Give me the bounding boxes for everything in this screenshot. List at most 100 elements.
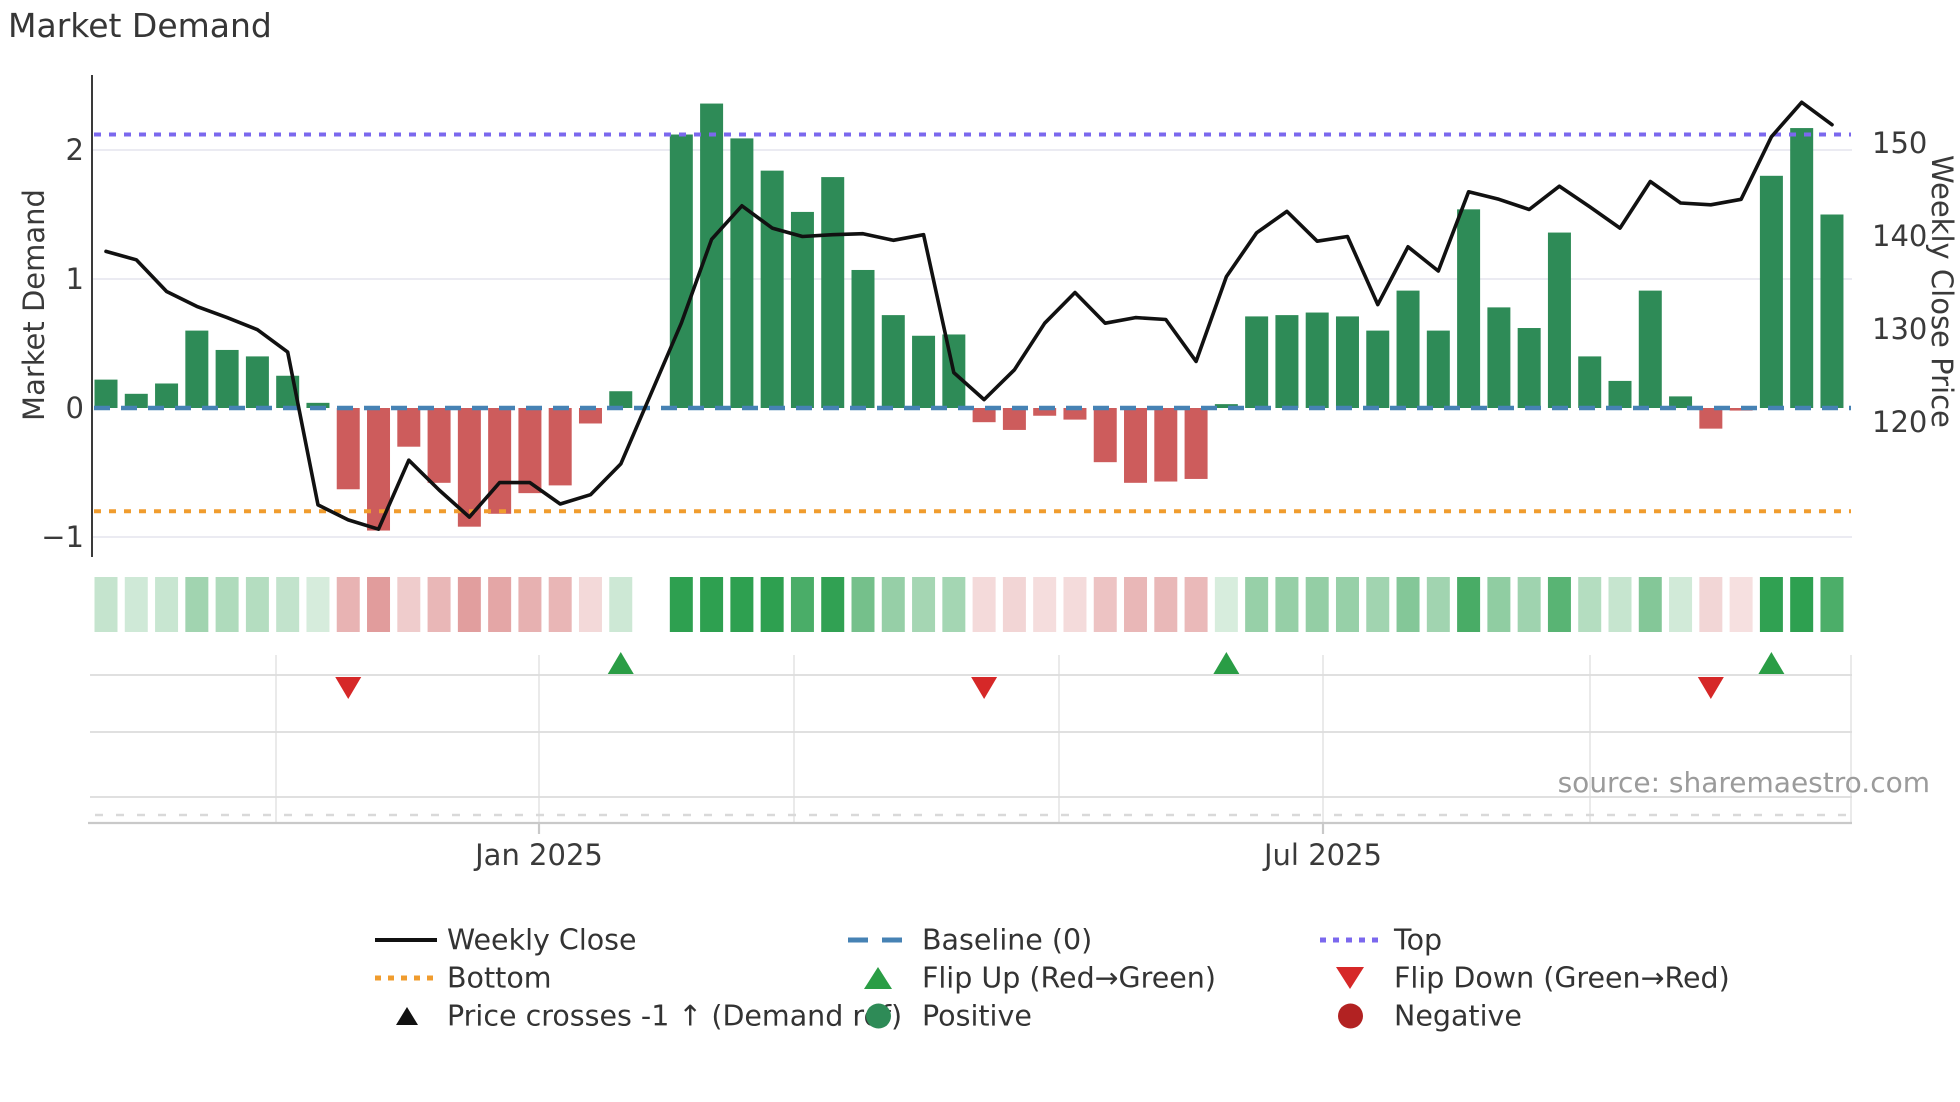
legend-weekly-close-swatch — [375, 938, 437, 942]
demand-bar — [427, 408, 451, 483]
heatmap-cell — [427, 577, 451, 632]
demand-bar — [1426, 330, 1450, 408]
heatmap-cell — [1547, 577, 1571, 632]
heatmap-cell — [1002, 577, 1026, 632]
demand-bar — [1214, 404, 1238, 408]
demand-bar — [851, 269, 875, 408]
heatmap-cell — [1759, 577, 1783, 632]
heatmap-cell — [245, 577, 269, 632]
demand-bar — [1033, 408, 1057, 416]
demand-bar — [1093, 408, 1117, 463]
legend-flip-down-label: Flip Down (Green→Red) — [1394, 961, 1730, 995]
legend-price-crosses-label: Price crosses -1 ↑ (Demand ref) — [447, 999, 903, 1033]
demand-bar — [1517, 328, 1541, 408]
heatmap-cell — [1517, 577, 1541, 632]
demand-bar — [1759, 175, 1783, 408]
demand-bar — [1699, 408, 1723, 429]
weekly-close-line — [104, 100, 1834, 531]
heatmap-cell — [1578, 577, 1602, 632]
heatmap-cell — [124, 577, 148, 632]
demand-bar — [548, 408, 572, 486]
demand-bar — [1366, 330, 1390, 408]
demand-bar — [730, 138, 754, 408]
heatmap-cell — [1669, 577, 1693, 632]
price-tick-140: 140 — [1872, 219, 1928, 253]
demand-bar — [1608, 380, 1632, 408]
demand-tick-2: 2 — [65, 133, 84, 167]
heatmap-cell — [185, 577, 209, 632]
demand-bar — [245, 356, 269, 408]
heatmap-cell — [1184, 577, 1208, 632]
demand-bar — [1154, 408, 1178, 482]
demand-bar — [336, 408, 360, 490]
demand-bar — [790, 211, 814, 408]
legend-positive-icon — [866, 1003, 891, 1029]
heatmap-cell — [155, 577, 179, 632]
demand-bar — [1790, 128, 1814, 408]
demand-bar — [367, 408, 391, 531]
heatmap-cell — [1396, 577, 1420, 632]
demand-bar — [1002, 408, 1026, 430]
demand-bar — [609, 391, 633, 408]
heatmap-cell — [821, 577, 845, 632]
demand-bar — [881, 315, 905, 408]
demand-bar — [306, 402, 330, 408]
flip-down-marker — [1697, 677, 1724, 699]
legend-top-label: Top — [1394, 923, 1443, 957]
price-tick-130: 130 — [1872, 312, 1928, 346]
heatmap-cell — [1335, 577, 1359, 632]
heatmap-cell — [1275, 577, 1299, 632]
flip-down-marker — [971, 677, 998, 699]
demand-bar — [1275, 315, 1299, 408]
legend-bottom-label: Bottom — [447, 961, 552, 995]
demand-bar — [397, 408, 421, 447]
heatmap-cell — [851, 577, 875, 632]
price-tick-150: 150 — [1872, 126, 1928, 160]
demand-bar — [215, 349, 239, 408]
demand-bar — [1124, 408, 1148, 483]
heatmap-cell — [972, 577, 996, 632]
demand-bar — [700, 103, 724, 408]
heatmap-cell — [1245, 577, 1269, 632]
heatmap-cell — [700, 577, 724, 632]
legend-flip-up-label: Flip Up (Red→Green) — [922, 961, 1216, 995]
heatmap-cell — [1699, 577, 1723, 632]
heatmap-cell — [1638, 577, 1662, 632]
heatmap-cell — [942, 577, 966, 632]
demand-bar — [457, 408, 481, 527]
demand-tick-0: 0 — [65, 391, 84, 425]
heatmap-cell — [1124, 577, 1148, 632]
demand-bar — [1396, 290, 1420, 408]
heatmap-cell — [1366, 577, 1390, 632]
heatmap-cell — [1608, 577, 1632, 632]
legend-flip-up-icon — [864, 967, 892, 989]
x-tick-jul-2025: Jul 2025 — [1263, 838, 1383, 872]
heatmap-cell — [1093, 577, 1117, 632]
heatmap-cell — [336, 577, 360, 632]
flip-up-marker — [1758, 652, 1785, 674]
legend-bottom-swatch — [375, 975, 437, 981]
heatmap-cell — [1063, 577, 1087, 632]
heatmap-cell — [578, 577, 602, 632]
demand-bar — [1245, 316, 1269, 408]
heatmap-cell — [881, 577, 905, 632]
legend-flip-down-icon — [1336, 967, 1364, 989]
demand-bar — [1547, 232, 1571, 408]
right-axis-label: Weekly Close Price — [1925, 155, 1959, 428]
legend-top-swatch — [1320, 937, 1382, 943]
legend-negative-label: Negative — [1394, 999, 1522, 1033]
flip-up-marker — [1213, 652, 1240, 674]
heatmap-cell — [397, 577, 421, 632]
heatmap-cell — [1214, 577, 1238, 632]
demand-bar — [1184, 408, 1208, 479]
demand-bar — [1487, 307, 1511, 408]
demand-bar — [488, 408, 512, 514]
demand-bar — [1457, 209, 1481, 408]
demand-bar — [94, 379, 118, 408]
legend-positive-label: Positive — [922, 999, 1032, 1033]
legend-baseline-swatch — [848, 937, 910, 943]
x-tick-jan-2025: Jan 2025 — [475, 838, 603, 872]
demand-bar — [760, 170, 784, 408]
heatmap-cell — [488, 577, 512, 632]
